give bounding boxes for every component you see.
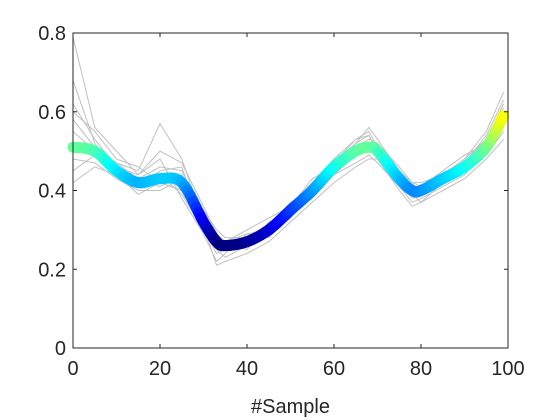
- x-tick-label: 60: [323, 358, 345, 380]
- individual-trace-7: [72, 138, 504, 266]
- x-tick-label: 20: [149, 358, 171, 380]
- y-tick-label: 0.4: [38, 181, 66, 203]
- mean-trace-segment: [496, 110, 510, 124]
- y-tick-label: 0.2: [38, 259, 66, 281]
- mean-trace: [67, 110, 510, 252]
- x-tick-label: 100: [491, 358, 524, 380]
- y-tick-label: 0.8: [38, 23, 66, 45]
- x-tick-label: 40: [236, 358, 258, 380]
- y-axis: 0 0.2 0.4 0.6 0.8: [38, 23, 508, 360]
- individual-trace-10: [72, 103, 505, 243]
- y-tick-label: 0: [55, 338, 66, 360]
- x-axis: 0 20 40 60 80 100: [67, 33, 525, 380]
- individual-traces: [72, 36, 505, 266]
- x-tick-label: 80: [410, 358, 432, 380]
- y-tick-label: 0.6: [38, 102, 66, 124]
- x-tick-label: 0: [67, 358, 78, 380]
- x-axis-label: #Sample: [251, 396, 330, 418]
- individual-trace-6: [72, 36, 505, 243]
